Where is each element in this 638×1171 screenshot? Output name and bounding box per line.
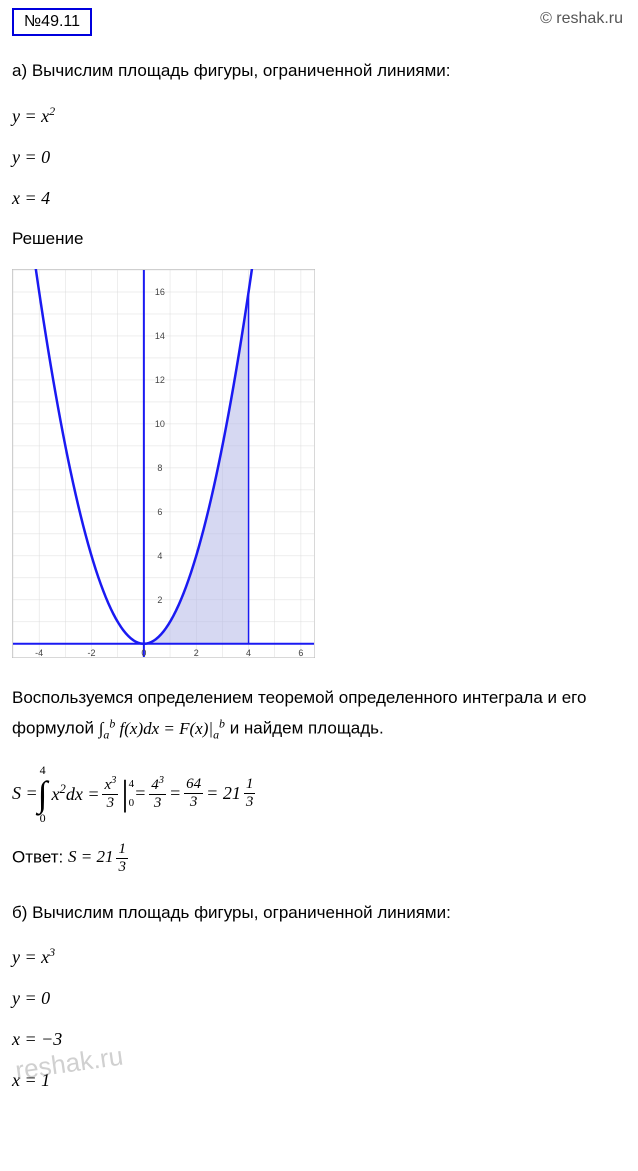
part-a-eq2: y = 0 [12,147,626,168]
theorem-part2: формулой [12,719,99,738]
part-a-eq3: x = 4 [12,188,626,209]
svg-text:10: 10 [155,418,165,428]
svg-text:4: 4 [246,647,251,657]
svg-text:14: 14 [155,330,165,340]
svg-text:16: 16 [155,286,165,296]
part-b-eq2: y = 0 [12,988,626,1009]
part-a-eq1: y = x2 [12,104,626,127]
answer-label: Ответ: [12,847,68,866]
integral-calculation: S = 4 ∫ 0 x2dx = x33 | 40 = 433 = 643 = … [12,764,626,824]
svg-text:6: 6 [157,506,162,516]
problem-number: №49.11 [12,8,92,36]
part-b-eq4: x = 1 [12,1070,626,1091]
svg-text:8: 8 [157,462,162,472]
answer-line: Ответ: S = 2113 [12,842,626,875]
theorem-formula: ∫ab f(x)dx = F(x)|ab [99,719,225,738]
svg-text:2: 2 [194,647,199,657]
part-b-eq1: y = x3 [12,945,626,968]
svg-text:6: 6 [298,647,303,657]
solution-label: Решение [12,229,626,249]
answer-value: S = 2113 [68,847,131,866]
part-b-prompt: б) Вычислим площадь фигуры, ограниченной… [12,900,626,926]
svg-text:-4: -4 [35,647,43,657]
svg-text:2: 2 [157,594,162,604]
theorem-part3: и найдем площадь. [230,719,384,738]
part-a-prompt: а) Вычислим площадь фигуры, ограниченной… [12,58,626,84]
theorem-part1: Воспользуемся определением теоремой опре… [12,688,586,707]
watermark-top: © reshak.ru [540,10,623,28]
svg-text:4: 4 [157,550,162,560]
part-b-eq3: x = −3 [12,1029,626,1050]
svg-text:-2: -2 [88,647,96,657]
svg-text:0: 0 [141,647,146,657]
theorem-text: Воспользуемся определением теоремой опре… [12,683,626,746]
svg-text:12: 12 [155,374,165,384]
parabola-chart: -4 -2 0 2 4 6 2 4 6 8 10 12 14 16 [12,269,315,658]
